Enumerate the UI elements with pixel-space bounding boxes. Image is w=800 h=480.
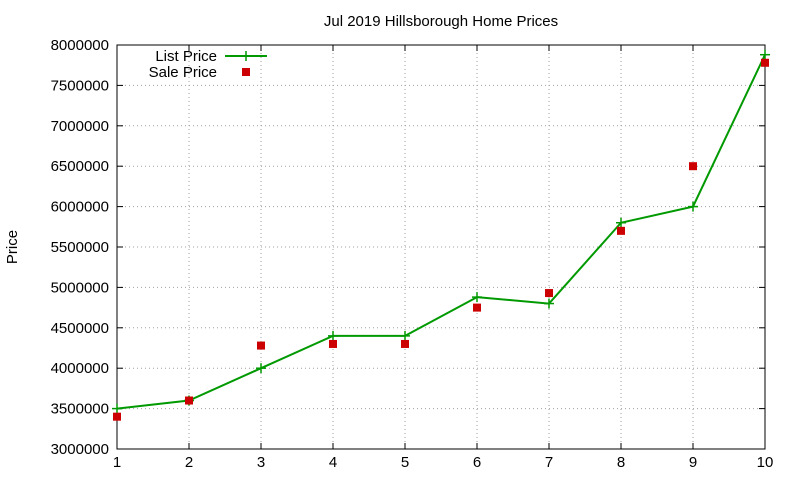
point-list-price xyxy=(112,403,122,414)
y-tick-label: 7500000 xyxy=(51,77,109,94)
point-list-price xyxy=(256,363,266,374)
point-sale-price xyxy=(257,341,265,350)
point-sale-price xyxy=(617,226,625,235)
x-tick-label: 3 xyxy=(257,454,265,471)
x-tick-label: 6 xyxy=(473,454,481,471)
y-tick-label: 5000000 xyxy=(51,279,109,296)
y-tick-label: 4500000 xyxy=(51,320,109,337)
point-list-price xyxy=(472,292,482,303)
point-sale-price xyxy=(329,339,337,348)
x-tick-label: 5 xyxy=(401,454,409,471)
y-tick-label: 7000000 xyxy=(51,118,109,135)
x-tick-label: 8 xyxy=(617,454,625,471)
point-sale-price xyxy=(473,303,481,312)
point-list-price xyxy=(544,298,554,309)
point-sale-price xyxy=(689,162,697,171)
chart-title: Jul 2019 Hillsborough Home Prices xyxy=(324,13,558,30)
y-tick-label: 6000000 xyxy=(51,199,109,216)
x-tick-label: 7 xyxy=(545,454,553,471)
point-list-price xyxy=(328,330,338,341)
point-sale-price xyxy=(401,339,409,348)
legend: List Price Sale Price xyxy=(149,48,267,81)
point-sale-price xyxy=(113,412,121,421)
axis-ticks: 1 2 3 4 5 6 7 8 9 10 3000000 3500000 4000000 4500000 5… xyxy=(51,37,774,471)
y-axis-label: Price xyxy=(4,230,21,264)
x-tick-label: 4 xyxy=(329,454,337,471)
point-list-price xyxy=(688,201,698,212)
y-tick-label: 5500000 xyxy=(51,239,109,256)
point-list-price xyxy=(760,49,770,60)
point-list-price xyxy=(616,217,626,228)
y-tick-label: 8000000 xyxy=(51,37,109,54)
y-tick-label: 6500000 xyxy=(51,158,109,175)
x-tick-label: 1 xyxy=(113,454,121,471)
series-layer xyxy=(112,49,770,421)
legend-swatch-sale-price xyxy=(242,68,250,76)
grid xyxy=(117,45,765,449)
x-tick-label: 9 xyxy=(689,454,697,471)
point-sale-price xyxy=(761,58,769,67)
x-tick-label: 10 xyxy=(757,454,774,471)
legend-label-sale-price: Sale Price xyxy=(149,64,217,81)
y-tick-label: 4000000 xyxy=(51,360,109,377)
legend-swatches xyxy=(225,51,267,76)
point-sale-price xyxy=(545,289,553,298)
y-tick-label: 3000000 xyxy=(51,441,109,458)
point-sale-price xyxy=(185,396,193,405)
legend-label-list-price: List Price xyxy=(155,48,217,65)
point-list-price xyxy=(400,330,410,341)
y-tick-label: 3500000 xyxy=(51,401,109,418)
x-tick-label: 2 xyxy=(185,454,193,471)
series-line-list-price xyxy=(116,54,766,410)
